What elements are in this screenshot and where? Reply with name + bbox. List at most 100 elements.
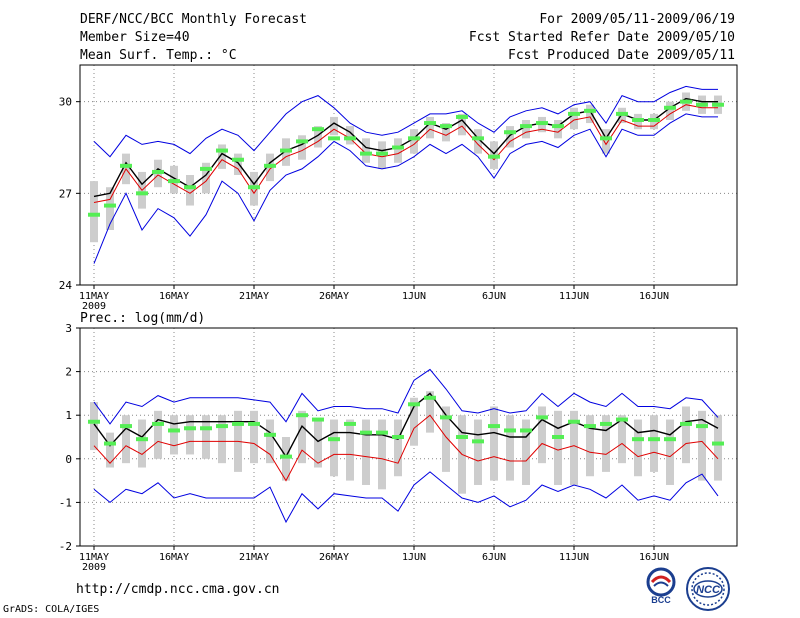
prec-median-line: [93, 414, 719, 482]
temp-marker: [88, 212, 100, 217]
temp-marker: [696, 102, 708, 107]
prec-spread-box: [474, 419, 482, 485]
prec-marker: [184, 426, 196, 431]
prec-xtick-label: 11JUN: [559, 552, 589, 563]
prec-spread-box: [106, 432, 114, 468]
temp-marker: [472, 136, 484, 141]
temp-spread-box: [314, 126, 322, 148]
temp-spread-box: [602, 129, 610, 154]
prec-xtick-label: 26MAY: [319, 552, 349, 563]
temp-spread-box: [410, 129, 418, 154]
prec-ytick-label: -2: [59, 540, 72, 553]
prec-spread-box: [522, 419, 530, 485]
temp-lower-envelope-line: [93, 113, 718, 264]
prec-marker: [136, 437, 148, 442]
temp-marker: [552, 124, 564, 129]
prec-spread-box: [410, 397, 418, 446]
ncc-logo-text: NCC: [696, 584, 721, 596]
prec-marker: [504, 428, 516, 433]
prec-marker: [88, 419, 100, 424]
temp-marker: [392, 145, 404, 150]
temp-xtick-label: 16JUN: [639, 291, 669, 302]
prec-spread-box: [506, 415, 514, 481]
prec-marker: [376, 430, 388, 435]
prec-marker: [200, 426, 212, 431]
prec-marker: [264, 432, 276, 437]
produced-date: Fcst Produced Date 2009/05/11: [508, 48, 735, 63]
prec-marker: [360, 430, 372, 435]
prec-spread-box: [682, 406, 690, 464]
temp-marker: [152, 169, 164, 174]
footer-url[interactable]: http://cmdp.ncc.cma.gov.cn: [76, 582, 280, 597]
temp-spread-box: [442, 123, 450, 142]
temp-spread-box: [346, 126, 354, 145]
prec-spread-box: [90, 402, 98, 451]
prec-spread-box: [298, 410, 306, 464]
temp-spread-box: [522, 120, 530, 139]
grads-credit: GrADS: COLA/IGES: [3, 604, 100, 615]
prec-spread-box: [170, 415, 178, 455]
temp-marker: [648, 118, 660, 122]
temp-marker: [568, 111, 580, 116]
prec-marker: [712, 441, 724, 446]
prec-upper-envelope-line: [93, 368, 719, 425]
temp-spread-box: [426, 116, 434, 139]
prec-year-label: 2009: [82, 562, 106, 573]
prec-marker: [488, 424, 500, 429]
prec-spread-box: [490, 406, 498, 481]
temp-spread-box: [506, 126, 514, 148]
prec-ytick-label: 1: [65, 409, 72, 422]
prec-spread-box: [122, 415, 130, 464]
prec-marker: [584, 424, 596, 429]
prec-spread-box: [666, 419, 674, 485]
temp-marker: [424, 121, 436, 126]
temp-marker: [712, 102, 724, 107]
prec-marker: [344, 421, 356, 426]
prec-marker: [632, 437, 644, 442]
prec-xtick-label: 21MAY: [239, 552, 269, 563]
prec-spread-box: [570, 410, 578, 485]
prec-marker: [520, 428, 532, 433]
prec-spread-box: [650, 415, 658, 472]
prec-marker: [648, 437, 660, 442]
prec-lower-envelope-line: [93, 471, 719, 524]
temp-xtick-label: 21MAY: [239, 291, 269, 302]
prec-spread-box: [538, 406, 546, 464]
prec-ytick-label: 2: [65, 366, 72, 379]
prec-marker: [456, 435, 468, 439]
prec-spread-box: [586, 415, 594, 477]
refer-date: Fcst Started Refer Date 2009/05/10: [468, 30, 735, 45]
prec-marker: [552, 435, 564, 439]
temp-marker: [200, 166, 212, 171]
prec-marker: [616, 417, 628, 422]
prec-marker: [424, 395, 436, 400]
prec-spread-box: [186, 415, 194, 455]
temp-marker: [504, 130, 516, 135]
temp-marker: [344, 136, 356, 141]
temp-spread-box: [218, 144, 226, 169]
forecast-period: For 2009/05/11-2009/06/19: [539, 12, 735, 27]
prec-xtick-label: 6JUN: [482, 552, 506, 563]
prec-spread-box: [442, 406, 450, 472]
prec-ytick-label: 0: [65, 453, 72, 466]
prec-spread-box: [426, 391, 434, 433]
temp-spread-box: [474, 129, 482, 154]
prec-spread-box: [218, 415, 226, 464]
prec-spread-box: [330, 419, 338, 477]
temp-xtick-label: 6JUN: [482, 291, 506, 302]
prec-frame: [79, 327, 738, 547]
temp-marker: [296, 139, 308, 144]
prec-xtick-label: 16MAY: [159, 552, 189, 563]
temp-spread-box: [394, 138, 402, 163]
prec-spread-box: [346, 419, 354, 481]
member-size-label: Member Size=40: [80, 30, 190, 45]
temp-marker: [616, 111, 628, 116]
temp-spread-box: [106, 187, 114, 230]
prec-panel: Prec.: log(mm/d) -2 -1 0 1 2 3 11MAY 16MAY 21MAY 2…: [59, 311, 738, 573]
prec-marker: [472, 439, 484, 444]
temp-marker: [280, 148, 292, 153]
bcc-logo-text: BCC: [651, 595, 671, 605]
temp-spread-box: [458, 113, 466, 136]
prec-marker: [696, 424, 708, 429]
prec-ytick-label: 3: [65, 322, 72, 335]
